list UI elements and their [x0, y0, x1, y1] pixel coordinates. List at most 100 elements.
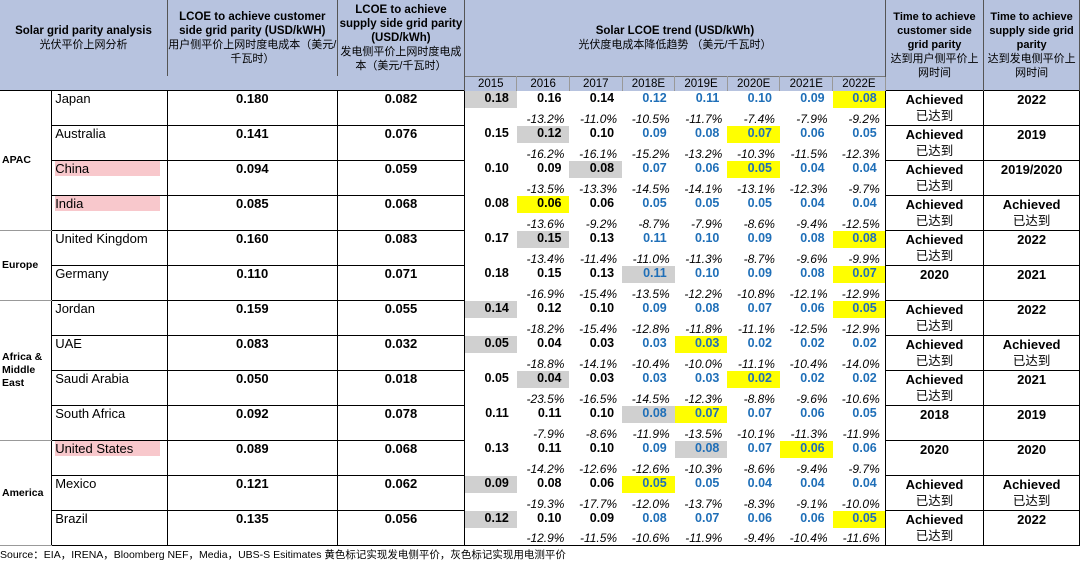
- yoy-change: -12.5%: [832, 212, 886, 231]
- yoy-change: [465, 458, 517, 476]
- yoy-change: -18.8%: [526, 356, 565, 371]
- lcoe-value: 0.13: [589, 230, 615, 245]
- year-header: 2020E: [727, 75, 781, 91]
- lcoe-value: 0.04: [747, 475, 772, 490]
- lcoe-value: 0.15: [516, 230, 570, 248]
- yoy-change: [465, 248, 517, 266]
- supply-time-text: 2019/2020: [1000, 162, 1063, 177]
- yoy-change: -9.2%: [585, 216, 618, 231]
- country-label: Australia: [55, 126, 106, 142]
- yoy-change: [465, 318, 517, 336]
- supply-parity-time: Achieved 已达到: [983, 475, 1080, 511]
- lcoe-value: 0.10: [695, 265, 720, 280]
- header-supply-lcoe: LCOE to achieve supply side grid parity …: [337, 0, 466, 76]
- supply-time-text: Achieved: [1002, 477, 1061, 492]
- yoy-change: [465, 213, 517, 231]
- yoy-change: -10.8%: [736, 286, 775, 301]
- lcoe-value: 0.04: [800, 160, 825, 175]
- lcoe-value: 0.11: [537, 440, 562, 455]
- yoy-change: -10.4%: [789, 356, 828, 371]
- yoy-change: -11.0%: [632, 251, 670, 266]
- yoy-change: -13.5%: [684, 426, 723, 441]
- yoy-change: [465, 143, 517, 161]
- lcoe-value: 0.04: [832, 475, 886, 493]
- lcoe-value: 0.05: [832, 510, 886, 528]
- country-name: China: [51, 160, 168, 196]
- yoy-change: -12.3%: [684, 391, 723, 406]
- lcoe-value: 0.10: [589, 405, 615, 420]
- lcoe-value: 0.06: [695, 160, 720, 175]
- lcoe-value: 0.18: [484, 265, 509, 280]
- supply-lcoe: 0.056: [337, 510, 466, 546]
- lcoe-value: 0.05: [622, 475, 675, 493]
- customer-parity-time: Achieved 已达到: [884, 195, 985, 231]
- yoy-change: -19.3%: [526, 496, 565, 511]
- lcoe-value: 0.14: [589, 90, 615, 105]
- lcoe-value: 0.03: [589, 370, 615, 385]
- lcoe-value: 0.05: [464, 335, 517, 353]
- yoy-change: -16.1%: [579, 146, 618, 161]
- lcoe-value: 0.05: [727, 160, 780, 178]
- customer-lcoe: 0.092: [167, 405, 338, 441]
- header-customer-time: Time to achieve customer side grid parit…: [885, 0, 985, 91]
- yoy-change: -11.0%: [579, 111, 618, 126]
- table-row: India 0.085 0.068 0.08 0.06 0.06 0.05 0.05 0.05 0…: [0, 195, 1080, 231]
- lcoe-value: 0.10: [589, 125, 615, 140]
- lcoe-value: 0.11: [622, 265, 675, 283]
- yoy-change: -14.2%: [526, 461, 565, 476]
- lcoe-value: 0.10: [747, 90, 772, 105]
- header-analysis: Solar grid parity analysis 光伏平价上网分析: [0, 0, 168, 76]
- customer-time-zh: 已达到: [915, 179, 954, 193]
- customer-parity-time: 2020: [884, 440, 985, 476]
- lcoe-value: 0.10: [589, 440, 615, 455]
- lcoe-value: 0.09: [747, 265, 772, 280]
- yoy-change: -18.2%: [526, 321, 565, 336]
- yoy-change: -11.3%: [685, 251, 723, 266]
- yoy-change: -12.3%: [832, 142, 886, 161]
- country-name: Jordan: [51, 300, 168, 336]
- region-label: APAC: [0, 90, 53, 231]
- table-row-change: -23.5% -16.5% -14.5% -12.3% -8.8% -9.6% -10.6%: [0, 387, 1080, 406]
- lcoe-value: 0.07: [747, 405, 772, 420]
- yoy-change: -7.9%: [796, 111, 828, 126]
- lcoe-value: 0.10: [589, 300, 615, 315]
- lcoe-value: 0.18: [464, 90, 517, 108]
- yoy-change: -8.3%: [743, 496, 775, 511]
- table-row-change: -13.6% -9.2% -8.7% -7.9% -8.6% -9.4% -12.5%: [0, 212, 1080, 231]
- country-name: Brazil: [51, 510, 168, 546]
- yoy-change: -14.5%: [631, 391, 670, 406]
- supply-time-zh: 已达到: [1012, 494, 1051, 508]
- supply-parity-time: 2019/2020: [983, 160, 1080, 196]
- lcoe-value: 0.02: [800, 335, 825, 350]
- customer-time-text: Achieved: [905, 337, 964, 352]
- yoy-change: -7.9%: [533, 426, 565, 441]
- header-spacer: [0, 76, 466, 91]
- supply-lcoe: 0.018: [337, 370, 466, 406]
- supply-parity-time: Achieved 已达到: [983, 195, 1080, 231]
- customer-time-text: Achieved: [905, 302, 964, 317]
- region-label: Europe: [0, 230, 53, 301]
- lcoe-value: 0.11: [537, 405, 562, 420]
- lcoe-value: 0.03: [642, 335, 667, 350]
- customer-lcoe: 0.094: [167, 160, 338, 196]
- yoy-change: -10.3%: [736, 146, 775, 161]
- yoy-change: -10.6%: [832, 387, 886, 406]
- lcoe-value: 0.02: [747, 335, 772, 350]
- table-row: Saudi Arabia 0.050 0.018 0.05 0.04 0.03 0.03 0.…: [0, 370, 1080, 406]
- lcoe-value: 0.09: [642, 125, 667, 140]
- lcoe-value: 0.09: [800, 90, 825, 105]
- supply-time-zh: 已达到: [1012, 214, 1051, 228]
- table-row: APAC Japan 0.180 0.082 0.18 0.16 0.14 0.12 0.11 0…: [0, 90, 1080, 231]
- customer-time-text: Achieved: [905, 512, 964, 527]
- yoy-change: -11.1%: [737, 356, 775, 371]
- year-header: 2017: [569, 75, 623, 91]
- supply-time-zh: 已达到: [1012, 354, 1051, 368]
- lcoe-value: 0.16: [537, 90, 562, 105]
- supply-lcoe: 0.076: [337, 125, 466, 161]
- yoy-change: -10.0%: [832, 492, 886, 511]
- yoy-change: -8.8%: [743, 391, 775, 406]
- header-lcoe-trend: Solar LCOE trend (USD/kWh) 光伏度电成本降低趋势 （美元…: [464, 0, 886, 76]
- yoy-change: -9.2%: [832, 107, 886, 126]
- customer-time-text: Achieved: [905, 127, 964, 142]
- lcoe-value: 0.05: [642, 195, 667, 210]
